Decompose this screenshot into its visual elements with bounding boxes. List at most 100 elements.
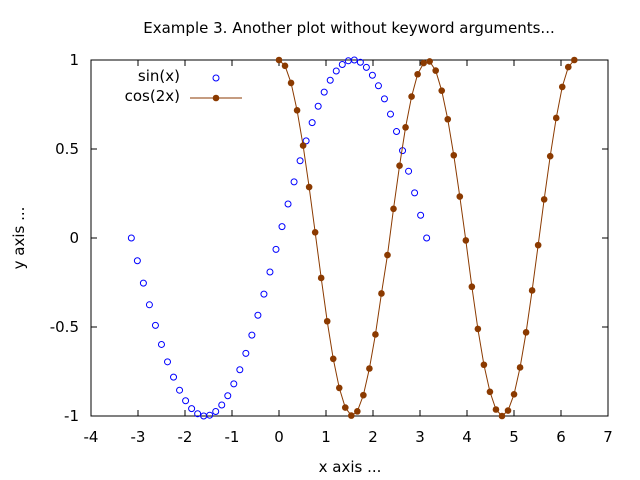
data-point [254,311,262,319]
data-point [414,70,421,78]
data-point [145,301,153,309]
data-point [504,407,512,414]
data-point [348,412,355,419]
data-point [248,331,256,339]
data-point [299,142,307,149]
y-axis-label: y axis ... [10,207,28,270]
data-point [224,392,232,400]
data-point [402,124,409,131]
data-point [546,152,554,160]
data-point [552,114,560,122]
chart-title: Example 3. Another plot without keyword … [143,19,554,37]
data-point [278,223,286,231]
data-point [311,229,319,236]
x-tick-label: 1 [321,428,331,446]
data-point [486,388,494,396]
data-point [242,349,250,357]
data-point [362,63,370,71]
y-tick-label: -1 [64,407,79,425]
data-point [341,404,349,411]
data-point [360,391,367,399]
data-point [272,245,280,253]
y-tick-label: 0 [69,229,79,247]
data-point [408,93,415,100]
data-point [317,274,325,282]
data-point [510,391,518,398]
data-point [534,241,542,249]
data-point [498,412,506,420]
data-point [164,358,172,366]
x-tick-label: 7 [603,428,613,446]
data-point [139,279,147,287]
data-point [335,384,343,392]
data-point [366,365,373,372]
data-point [326,76,334,84]
data-point [384,251,391,259]
data-point [266,268,274,276]
data-point [368,71,376,79]
x-tick-label: 6 [556,428,566,446]
data-point [456,193,464,200]
data-point [314,102,322,110]
data-point [386,110,394,118]
data-point [571,56,578,64]
data-point [194,410,202,418]
data-point [420,59,427,67]
data-point [329,355,337,363]
series-layer [127,56,578,420]
data-point [468,283,476,291]
plot-area [90,59,609,417]
legend: sin(x) cos(2x) [125,67,242,105]
data-point [522,329,530,336]
data-point [480,361,488,369]
legend-label-cos: cos(2x) [125,87,180,105]
data-point [344,57,352,65]
x-tick-label: -1 [225,428,240,446]
legend-entry-sin: sin(x) [138,67,220,85]
data-point [212,408,220,416]
y-axis: -1 -0.5 0 0.5 1 [50,51,608,425]
y-tick-label: 1 [69,51,79,69]
data-point [206,411,214,419]
data-point [290,178,298,186]
series-sin [127,56,431,420]
legend-label-sin: sin(x) [138,67,180,85]
data-point [305,183,313,191]
data-point [188,405,196,413]
data-point [151,321,159,329]
x-tick-label: 4 [462,428,472,446]
legend-marker-cos [212,94,220,102]
x-axis-label: x axis ... [319,458,382,476]
data-point [540,196,548,203]
data-point [411,189,419,197]
data-point [393,128,401,136]
data-point [284,200,292,208]
legend-entry-cos: cos(2x) [125,87,242,105]
x-tick-label: 5 [509,428,519,446]
data-point [417,211,425,219]
data-point [260,290,268,298]
legend-marker-sin [212,74,220,82]
data-point [528,287,536,294]
data-point [405,167,413,175]
data-point [332,67,340,75]
data-point [170,373,178,381]
data-point [338,60,346,68]
data-point [323,317,331,325]
data-point [176,386,184,394]
plot-border [90,59,609,417]
data-point [432,67,439,74]
x-tick-label: 0 [274,428,284,446]
x-tick-label: 2 [368,428,378,446]
x-axis: -4 -3 -2 -1 0 1 2 3 4 5 6 7 [84,60,613,446]
data-point [564,63,572,71]
y-tick-label: 0.5 [55,140,79,158]
data-point [474,325,482,333]
data-point [308,119,316,127]
data-point [390,205,397,213]
data-point [127,234,135,242]
data-point [157,340,165,348]
data-point [378,290,385,297]
data-point [350,56,358,64]
